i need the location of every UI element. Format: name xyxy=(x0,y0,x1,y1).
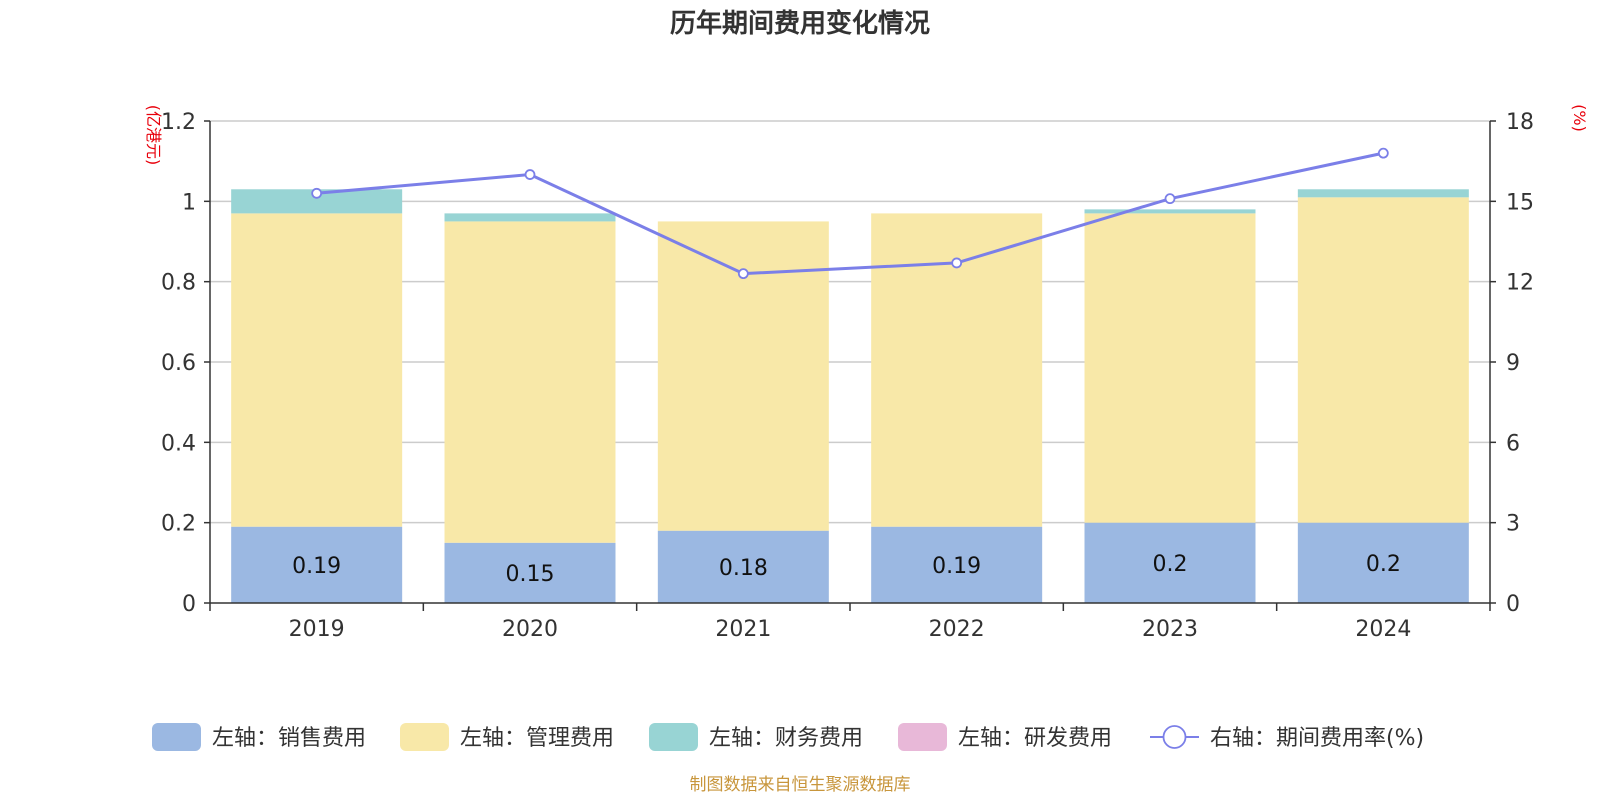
legend-label: 右轴：期间费用率(%) xyxy=(1210,726,1424,751)
right-axis-tick-label: 18 xyxy=(1506,110,1534,135)
x-axis-tick-label: 2020 xyxy=(502,617,558,642)
legend-label: 左轴：研发费用 xyxy=(958,726,1112,751)
bar-segment xyxy=(1297,197,1469,523)
legend-marker-icon xyxy=(1162,725,1187,749)
data-labels: 0.19 0.15 0.18 0.19 0.2 0.2 xyxy=(292,552,1401,587)
bar-data-label: 0.18 xyxy=(719,556,768,581)
bar-segment xyxy=(657,530,829,603)
bar-data-label: 0.19 xyxy=(932,554,981,579)
left-axis-tick-label: 1 xyxy=(182,190,196,215)
rate-line xyxy=(311,147,1389,280)
right-axis-tick-label: 12 xyxy=(1506,271,1534,296)
rate-line-point xyxy=(524,169,536,180)
bar-segment xyxy=(444,542,616,603)
x-axis-tick-label: 2022 xyxy=(929,617,985,642)
bar-segment xyxy=(1084,522,1256,603)
rate-line-point xyxy=(951,257,963,269)
legend-swatch xyxy=(898,723,947,751)
rate-line-point xyxy=(737,268,749,280)
x-axis-tick-label: 2019 xyxy=(289,617,345,642)
bar-segment xyxy=(231,213,403,527)
legend-label: 左轴：销售费用 xyxy=(212,726,366,751)
bar-segment xyxy=(444,213,616,222)
bar-segment xyxy=(1297,189,1469,198)
x-axis-tick-label: 2024 xyxy=(1355,617,1411,642)
left-axis-tick-label: 0.2 xyxy=(161,512,196,537)
legend-swatch xyxy=(649,723,698,751)
bar-segment xyxy=(231,526,403,603)
right-axis-unit: (%) xyxy=(1570,104,1589,132)
bar-data-label: 0.2 xyxy=(1366,552,1401,577)
bar-data-label: 0.19 xyxy=(292,554,341,579)
bars xyxy=(231,189,1469,603)
x-axis-tick-label: 2023 xyxy=(1142,617,1198,642)
right-axis-tick-label: 3 xyxy=(1506,512,1520,537)
right-axis-tick-label: 9 xyxy=(1506,351,1520,376)
left-axis-unit: (亿港元) xyxy=(144,105,163,166)
bar-data-label: 0.15 xyxy=(506,562,555,587)
legend-label: 左轴：财务费用 xyxy=(709,726,863,751)
right-axis-tick-label: 15 xyxy=(1506,190,1534,215)
bar-segment xyxy=(657,221,829,531)
source-note: 制图数据来自恒生聚源数据库 xyxy=(690,775,911,795)
rate-line-point xyxy=(1377,147,1389,159)
grid xyxy=(210,120,1490,524)
legend-swatch xyxy=(400,723,449,751)
bar-segment xyxy=(1297,522,1469,603)
right-axis-tick-label: 0 xyxy=(1506,592,1520,617)
left-axis-tick-label: 0.8 xyxy=(161,271,196,296)
legend-swatch xyxy=(152,723,201,751)
legend-label: 左轴：管理费用 xyxy=(460,726,614,751)
rate-line-path xyxy=(316,151,1384,276)
rate-line-point xyxy=(1164,193,1176,205)
bar-segment xyxy=(1084,209,1256,214)
bar-data-label: 0.2 xyxy=(1153,552,1188,577)
bar-segment xyxy=(1084,213,1256,523)
right-axis-tick-label: 6 xyxy=(1506,431,1520,456)
left-axis-tick-label: 1.2 xyxy=(161,110,196,135)
rate-line-point xyxy=(311,187,323,199)
left-axis-tick-label: 0.4 xyxy=(161,431,196,456)
left-axis-tick-label: 0.6 xyxy=(161,351,196,376)
legend: 左轴：销售费用 左轴：管理费用 左轴：财务费用 左轴：研发费用 右轴：期间费用率(%) xyxy=(152,723,1424,751)
chart-title: 历年期间费用变化情况 xyxy=(670,8,930,39)
axes: 0 0.2 0.4 0.6 0.8 1 1.2 0 3 6 9 12 15 18 2019 2020 2021 2… xyxy=(161,110,1534,642)
bar-segment xyxy=(444,221,616,543)
left-axis-tick-label: 0 xyxy=(182,592,196,617)
bar-segment xyxy=(871,526,1043,603)
x-axis-tick-label: 2021 xyxy=(715,617,771,642)
